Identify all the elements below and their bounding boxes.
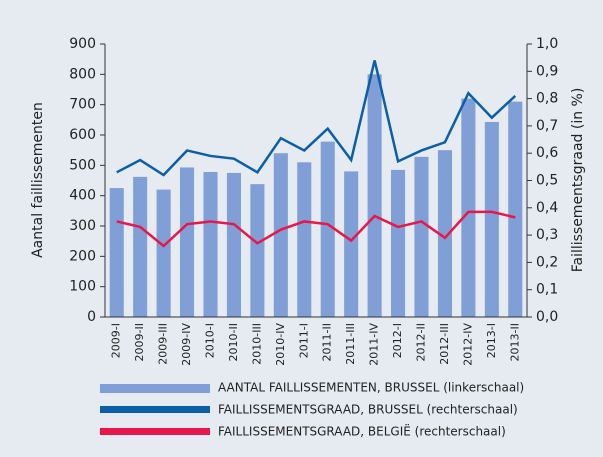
y-tick-label: 400 [69, 188, 96, 204]
bar [391, 169, 406, 317]
y-tick-label: 800 [69, 66, 96, 82]
x-tick-label: 2013-I [485, 323, 498, 358]
line [116, 60, 517, 177]
x-tick-label: 2009-IV [180, 323, 193, 366]
y2-tick-label: 0,0 [536, 309, 558, 325]
x-tick-label: 2012-IV [461, 323, 474, 366]
y2-tick-label: 1,0 [536, 36, 558, 52]
x-tick-label: 2009-III [157, 323, 170, 365]
bar [437, 150, 452, 317]
x-tick-label: 2010-II [227, 323, 240, 361]
bar [273, 153, 288, 317]
y2-tick-label: 0,3 [536, 227, 558, 243]
y2-tick-label: 0,2 [536, 254, 558, 270]
x-tick-label: 2012-I [391, 323, 404, 358]
bar [203, 172, 218, 317]
bar [250, 184, 265, 317]
bar [320, 141, 335, 317]
legend-label: FAILLISSEMENTSGRAAD, BELGIË (rechterscha… [218, 424, 506, 439]
x-tick-label: 2011-I [297, 323, 310, 358]
legend-swatch [100, 428, 210, 435]
legend-label: FAILLISSEMENTSGRAAD, BRUSSEL (rechtersch… [218, 403, 518, 417]
bar [156, 189, 171, 317]
y-tick-label: 600 [69, 127, 96, 143]
bar [367, 74, 382, 317]
y2-tick-label: 0,9 [536, 63, 558, 79]
line [116, 210, 516, 248]
legend-swatch [100, 406, 210, 413]
y-tick-label: 500 [69, 157, 96, 173]
x-tick-label: 2009-II [133, 323, 146, 361]
x-tick-label: 2010-IV [274, 323, 287, 366]
legend-label: AANTAL FAILLISSEMENTEN, BRUSSEL (linkers… [218, 381, 524, 395]
y2-tick-label: 0,7 [536, 118, 558, 134]
bar [414, 156, 429, 317]
x-tick-label: 2010-I [204, 323, 217, 358]
bar [344, 171, 359, 317]
x-tick-label: 2011-III [344, 323, 357, 365]
y-tick-label: 300 [69, 218, 96, 234]
y-tick-label: 100 [69, 279, 96, 295]
x-tick-label: 2011-IV [368, 323, 381, 366]
bar [461, 98, 476, 317]
bar [109, 188, 124, 317]
bar [297, 162, 312, 317]
y2-tick-label: 0,5 [536, 173, 558, 189]
y2-tick-label: 0,1 [536, 282, 558, 298]
legend-swatch [100, 384, 210, 393]
x-tick-label: 2012-II [415, 323, 428, 361]
y-tick-label: 900 [69, 36, 96, 52]
y-axis-label: Aantal faillissementen [30, 102, 46, 258]
y-tick-label: 700 [69, 97, 96, 113]
x-tick-label: 2013-II [508, 323, 521, 361]
bar [484, 121, 499, 317]
bar [508, 101, 523, 317]
y2-tick-label: 0,6 [536, 145, 558, 161]
y-tick-label: 200 [69, 248, 96, 264]
bar [180, 167, 195, 317]
y-tick-label: 0 [87, 309, 96, 325]
x-tick-label: 2011-II [321, 323, 334, 361]
x-tick-label: 2009-I [110, 323, 123, 358]
x-tick-label: 2012-III [438, 323, 451, 365]
x-tick-label: 2010-III [250, 323, 263, 365]
y2-axis-label: Faillissementsgraad (in %) [570, 88, 586, 273]
y2-tick-label: 0,8 [536, 91, 558, 107]
bar [133, 176, 148, 317]
bar [226, 172, 241, 317]
y2-tick-label: 0,4 [536, 200, 558, 216]
